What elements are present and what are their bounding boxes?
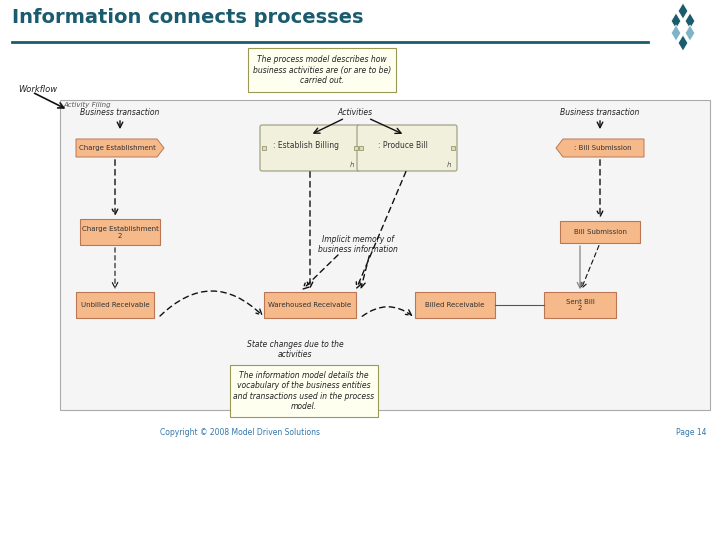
Text: The process model describes how
business activities are (or are to be)
carried o: The process model describes how business…	[253, 55, 391, 85]
FancyBboxPatch shape	[357, 125, 457, 171]
Text: Copyright © 2008 Model Driven Solutions: Copyright © 2008 Model Driven Solutions	[160, 428, 320, 437]
Text: Business transaction: Business transaction	[81, 108, 160, 117]
FancyBboxPatch shape	[60, 100, 710, 410]
FancyBboxPatch shape	[230, 365, 378, 417]
Text: State changes due to the
activities: State changes due to the activities	[247, 340, 343, 360]
FancyBboxPatch shape	[248, 48, 396, 92]
FancyBboxPatch shape	[415, 292, 495, 318]
FancyBboxPatch shape	[560, 221, 640, 243]
Text: Billed Receivable: Billed Receivable	[426, 302, 485, 308]
FancyBboxPatch shape	[264, 292, 356, 318]
Text: Activity Filing: Activity Filing	[63, 102, 111, 108]
Text: Business transaction: Business transaction	[560, 108, 639, 117]
Text: Warehoused Receivable: Warehoused Receivable	[269, 302, 351, 308]
Polygon shape	[556, 139, 644, 157]
FancyBboxPatch shape	[359, 146, 363, 150]
Text: Unbilled Receivable: Unbilled Receivable	[81, 302, 149, 308]
Text: ℎ: ℎ	[350, 162, 354, 168]
Text: Information connects processes: Information connects processes	[12, 8, 364, 27]
Polygon shape	[671, 13, 681, 29]
FancyBboxPatch shape	[451, 146, 455, 150]
Polygon shape	[76, 139, 164, 157]
Text: ℎ: ℎ	[446, 162, 451, 168]
Polygon shape	[678, 35, 688, 51]
Text: : Produce Bill: : Produce Bill	[378, 141, 428, 151]
FancyBboxPatch shape	[76, 292, 154, 318]
Text: Activities: Activities	[338, 108, 372, 117]
Text: Page 14: Page 14	[675, 428, 706, 437]
Text: Sent Bill
2: Sent Bill 2	[566, 299, 595, 312]
Text: : Bill Submission: : Bill Submission	[574, 145, 631, 151]
Polygon shape	[685, 13, 695, 29]
Text: Charge Establishment: Charge Establishment	[79, 145, 156, 151]
Text: Charge Establishment
2: Charge Establishment 2	[81, 226, 158, 239]
FancyBboxPatch shape	[354, 146, 358, 150]
Text: Bill Submission: Bill Submission	[574, 229, 626, 235]
Text: Workflow: Workflow	[18, 85, 57, 94]
FancyBboxPatch shape	[262, 146, 266, 150]
Text: The information model details the
vocabulary of the business entities
and transa: The information model details the vocabu…	[233, 371, 374, 411]
Text: Implicit memory of
business information: Implicit memory of business information	[318, 235, 398, 254]
FancyBboxPatch shape	[80, 219, 160, 245]
Polygon shape	[671, 25, 681, 41]
Polygon shape	[685, 25, 695, 41]
FancyBboxPatch shape	[260, 125, 360, 171]
Text: : Establish Billing: : Establish Billing	[273, 141, 339, 151]
Polygon shape	[678, 3, 688, 19]
FancyBboxPatch shape	[544, 292, 616, 318]
